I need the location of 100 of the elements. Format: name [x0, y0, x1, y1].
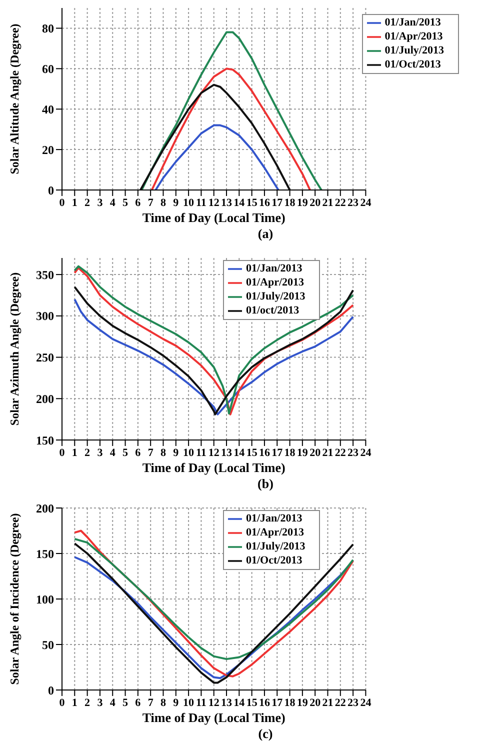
y-tick-label: 100 [36, 592, 54, 606]
line-series [74, 538, 354, 660]
legend-label: 01/July/2013 [246, 540, 306, 553]
x-tick-label: 18 [284, 196, 296, 209]
legend-label: 01/oct/2013 [246, 304, 300, 317]
x-tick-label: 23 [348, 446, 360, 459]
x-tick-label: 12 [208, 196, 220, 209]
x-tick-label: 15 [246, 446, 258, 459]
x-tick-label: 13 [221, 196, 233, 209]
x-tick-label: 16 [258, 696, 270, 709]
x-tick-label: 0 [59, 446, 66, 459]
x-tick-label: 23 [348, 696, 360, 709]
y-axis-title: Solar Altitude Angle (Degree) [7, 24, 22, 174]
y-tick-label: 350 [36, 268, 54, 282]
x-tick-label: 10 [183, 196, 195, 209]
y-tick-label: 300 [36, 309, 54, 324]
x-tick-label: 9 [173, 446, 180, 459]
x-tick-label: 11 [196, 446, 206, 459]
legend-label: 01/Apr/2013 [246, 526, 304, 539]
y-tick-label: 200 [36, 501, 54, 516]
x-tick-label: 16 [258, 446, 270, 459]
line-series [150, 68, 312, 190]
x-tick-label: 13 [221, 696, 233, 709]
x-tick-label: 6 [135, 196, 142, 209]
y-tick-label: 0 [48, 183, 54, 198]
line-series [154, 124, 280, 190]
x-tick-label: 13 [221, 446, 233, 459]
legend-label: 01/Oct/2013 [246, 554, 302, 567]
x-tick-label: 1 [72, 196, 78, 209]
x-tick-label: 5 [122, 196, 129, 209]
x-tick-label: 24 [360, 196, 372, 209]
x-tick-label: 20 [310, 446, 322, 459]
y-tick-label: 80 [42, 21, 54, 36]
x-tick-label: 11 [196, 196, 206, 209]
x-tick-label: 20 [310, 696, 322, 709]
y-axis-title: Solar Angle of Incidence (Degree) [7, 513, 22, 685]
x-tick-label: 3 [97, 696, 104, 709]
y-axis-title: Solar Azimuth Angle (Degree) [7, 272, 22, 426]
x-tick-label: 24 [360, 696, 372, 709]
y-tick-label: 150 [36, 546, 54, 561]
legend-label: 01/Jan/2013 [384, 16, 441, 29]
x-tick-label: 5 [122, 696, 129, 709]
x-tick-label: 12 [208, 446, 220, 459]
legend-label: 01/Jan/2013 [246, 262, 302, 275]
x-tick-label: 1 [72, 696, 78, 709]
x-tick-label: 15 [246, 196, 258, 209]
x-tick-label: 2 [84, 696, 91, 709]
x-tick-label: 14 [234, 196, 246, 209]
x-tick-label: 22 [334, 196, 346, 209]
y-tick-label: 40 [42, 102, 54, 116]
x-tick-label: 7 [148, 446, 154, 459]
y-tick-label: 60 [42, 62, 54, 76]
x-tick-label: 11 [196, 696, 206, 709]
x-tick-label: 4 [110, 696, 116, 709]
x-tick-label: 15 [246, 696, 258, 709]
x-tick-label: 16 [258, 196, 270, 209]
x-tick-label: 19 [296, 196, 308, 209]
text: (c) [257, 726, 274, 742]
x-tick-label: 14 [234, 446, 246, 459]
x-tick-label: 2 [84, 446, 91, 459]
text: (a) [256, 226, 274, 242]
x-tick-label: 6 [135, 446, 142, 459]
x-tick-label: 10 [183, 446, 195, 459]
x-axis-title: Time of Day (Local Time) [142, 710, 286, 725]
x-tick-label: 17 [272, 446, 284, 459]
y-tick-label: 50 [42, 638, 54, 652]
x-tick-label: 19 [296, 696, 308, 709]
x-axis-title: Time of Day (Local Time) [142, 460, 286, 475]
y-tick-label: 200 [36, 392, 54, 406]
x-tick-label: 9 [173, 696, 180, 709]
x-tick-label: 7 [148, 696, 154, 709]
x-tick-label: 21 [322, 696, 334, 709]
legend-label: 01/Oct/2013 [384, 58, 441, 71]
x-tick-label: 3 [97, 446, 104, 459]
x-tick-label: 2 [84, 196, 91, 209]
y-tick-label: 0 [48, 683, 54, 698]
x-tick-label: 9 [173, 196, 180, 209]
x-tick-label: 24 [360, 446, 372, 459]
legend-label: 01/Apr/2013 [384, 30, 443, 43]
text: (b) [256, 476, 274, 492]
legend-label: 01/July/2013 [384, 44, 444, 57]
x-tick-label: 6 [135, 696, 142, 709]
x-tick-label: 23 [348, 196, 360, 209]
x-tick-label: 8 [160, 446, 166, 459]
x-tick-label: 19 [296, 446, 308, 459]
line-series [140, 31, 322, 190]
x-tick-label: 8 [160, 196, 166, 209]
x-tick-label: 18 [284, 446, 296, 459]
x-tick-label: 0 [59, 196, 66, 209]
x-tick-label: 12 [208, 696, 220, 709]
x-tick-label: 14 [234, 696, 246, 709]
x-axis-title: Time of Day (Local Time) [142, 210, 286, 225]
x-tick-label: 18 [284, 696, 296, 709]
x-tick-label: 21 [322, 446, 334, 459]
x-tick-label: 20 [310, 196, 322, 209]
y-tick-label: 20 [42, 142, 54, 157]
legend-label: 01/July/2013 [246, 290, 306, 303]
y-tick-label: 150 [36, 433, 54, 448]
x-tick-label: 22 [334, 696, 346, 709]
x-tick-label: 4 [110, 446, 116, 459]
